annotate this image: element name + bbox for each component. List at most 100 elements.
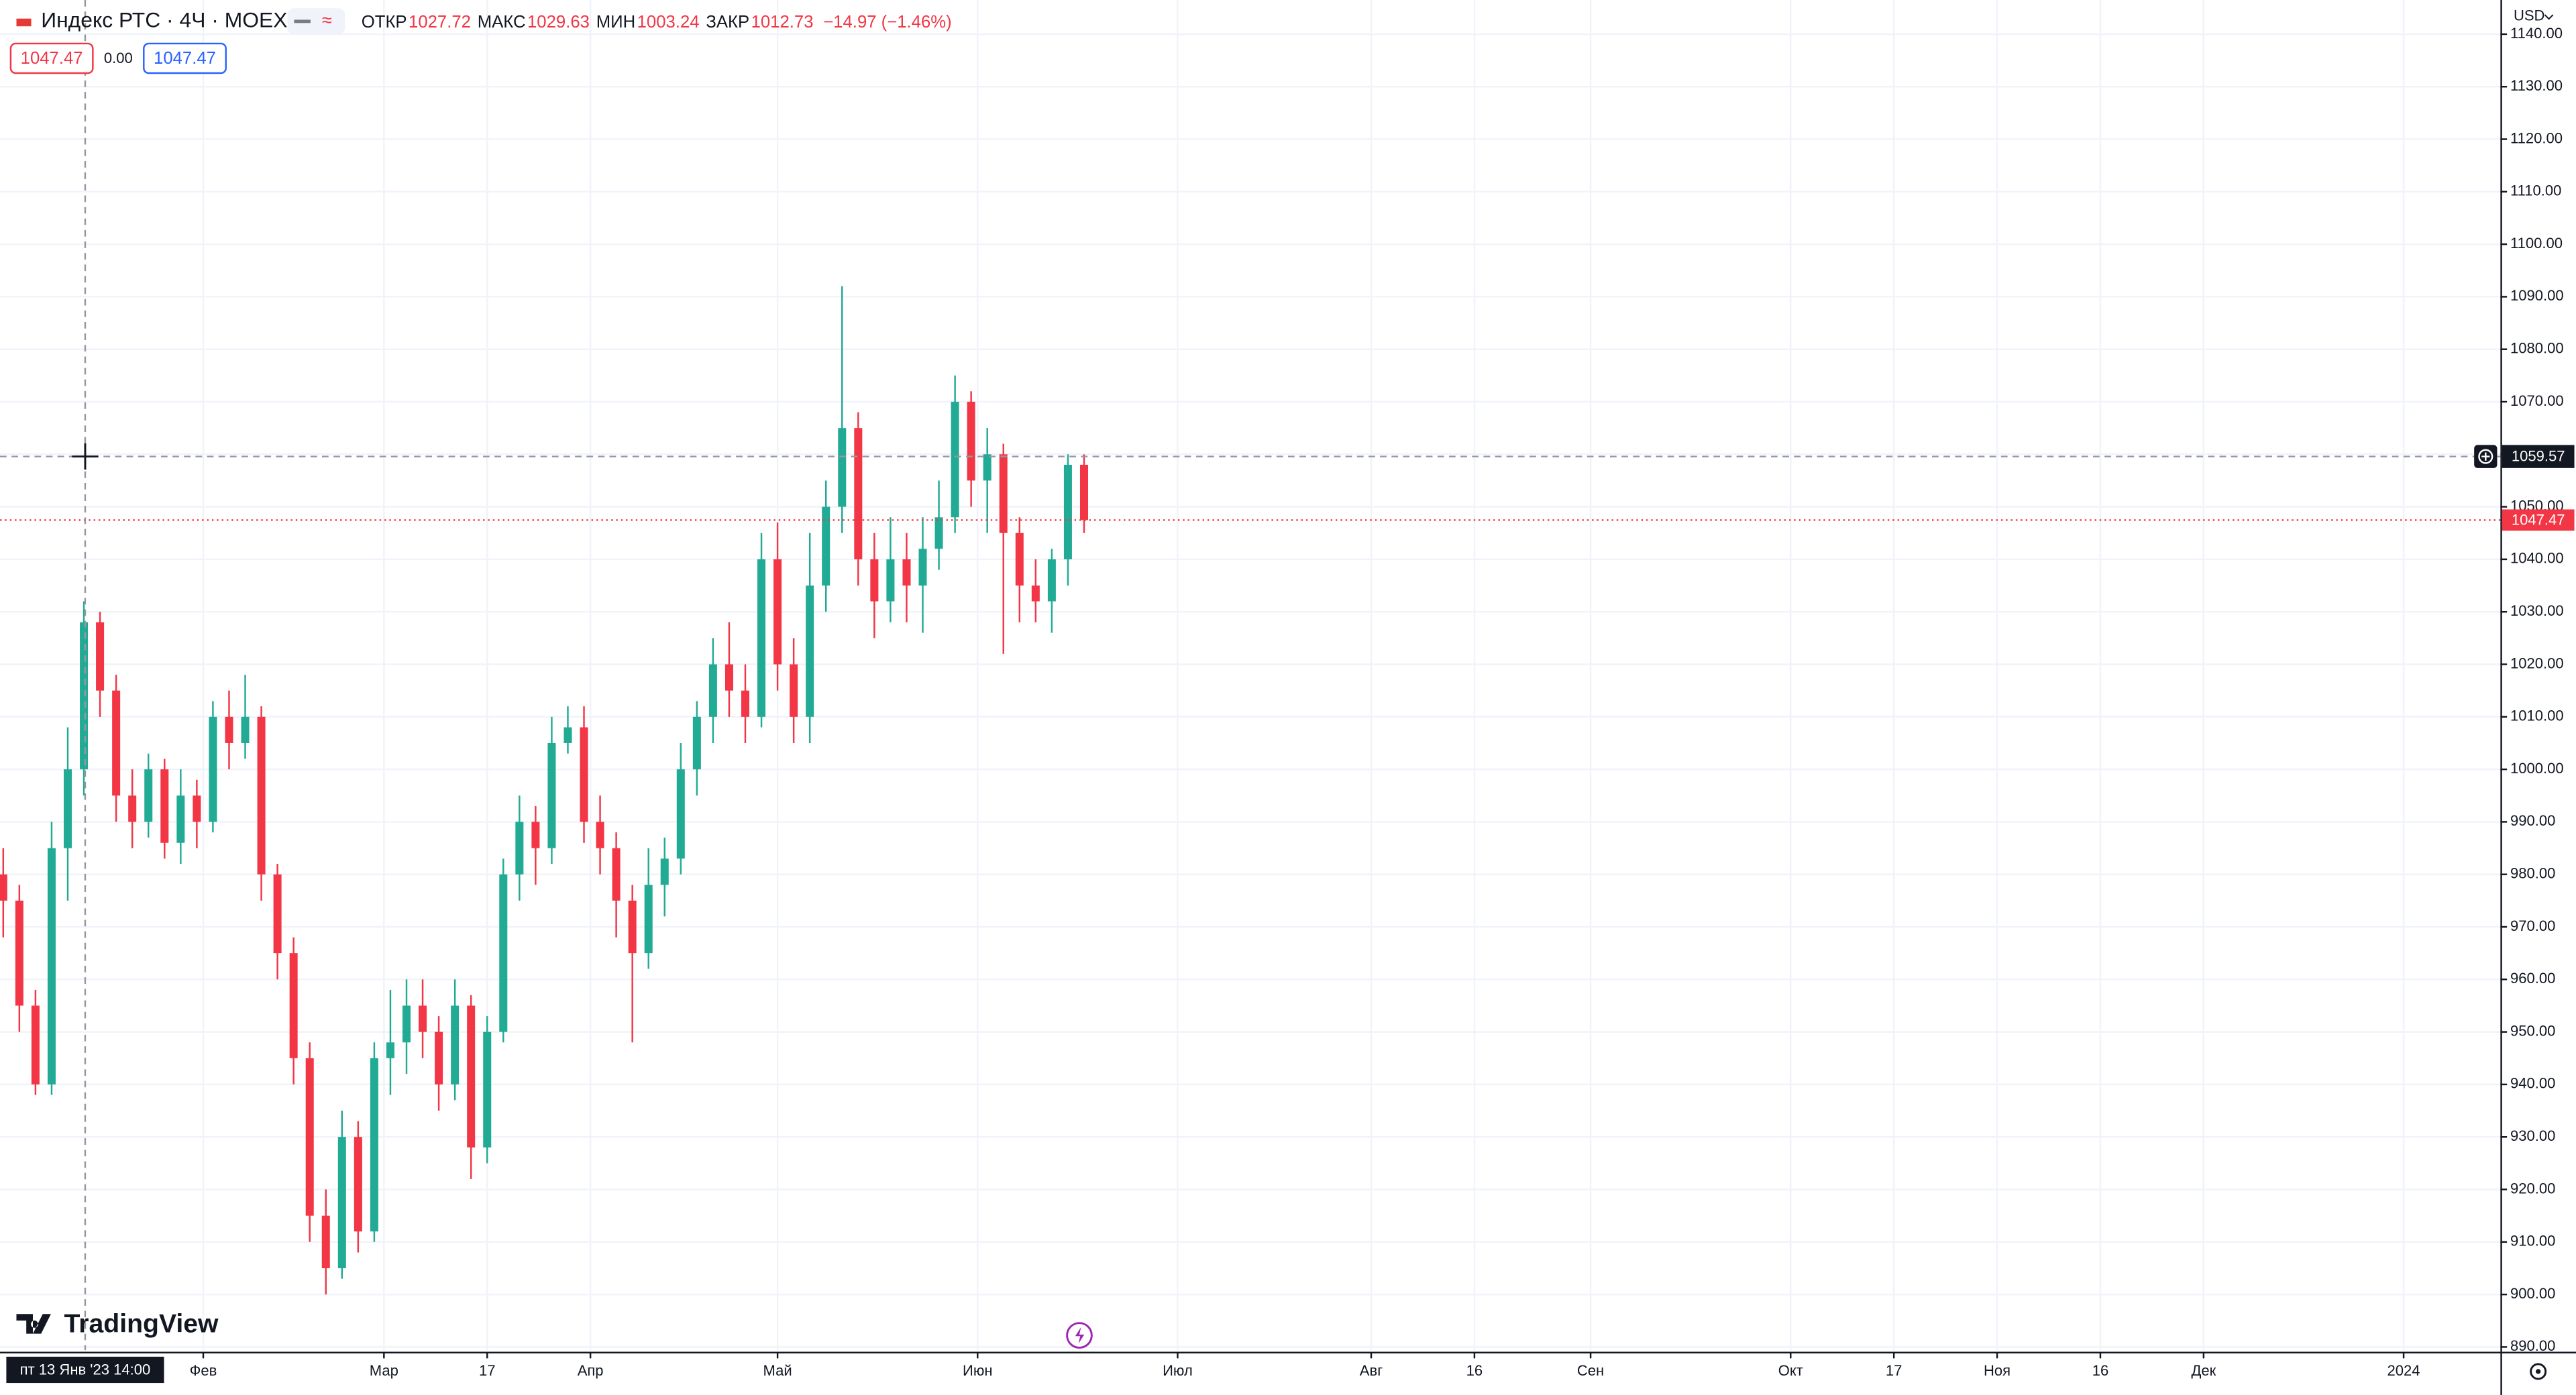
flag-icon bbox=[16, 15, 32, 19]
overlay bbox=[0, 0, 2501, 1351]
candle-body bbox=[773, 559, 782, 665]
legend-change: −14.97 (−1.46%) bbox=[823, 13, 951, 32]
y-tick-label: 890.00 bbox=[2510, 1337, 2555, 1354]
legend-value: 1003.24 bbox=[637, 13, 700, 32]
candle-body bbox=[564, 727, 572, 743]
buy-button[interactable] bbox=[143, 42, 227, 74]
add-alert-icon bbox=[2478, 449, 2493, 464]
y-tick-label: 1080.00 bbox=[2510, 340, 2564, 357]
sell-price: 1047.47 bbox=[21, 49, 83, 68]
candles bbox=[0, 286, 1088, 1295]
crosshair-cursor bbox=[72, 443, 99, 470]
y-tick-label: 1110.00 bbox=[2510, 182, 2561, 199]
x-tick-label: Июн bbox=[963, 1362, 993, 1379]
candle-body bbox=[612, 848, 621, 901]
y-tick-label: 1090.00 bbox=[2510, 287, 2564, 304]
y-tick-label: 920.00 bbox=[2510, 1180, 2555, 1196]
symbol-title: Индекс РТС · 4Ч · MOEX bbox=[41, 7, 287, 32]
candle-body bbox=[225, 716, 233, 743]
candle-body bbox=[15, 900, 23, 1006]
spread: 0.00 bbox=[104, 50, 133, 66]
candle-body bbox=[241, 716, 250, 743]
currency-button[interactable]: USD bbox=[2514, 7, 2545, 23]
y-tick-label: 1120.00 bbox=[2510, 129, 2563, 146]
candle-body bbox=[870, 559, 879, 602]
y-tick-label: 1030.00 bbox=[2510, 602, 2564, 619]
candle-body bbox=[112, 690, 121, 796]
logo-text: TradingView bbox=[64, 1310, 219, 1339]
candle-body bbox=[660, 858, 669, 885]
x-tick-label: Сен bbox=[1577, 1362, 1604, 1379]
candle-body bbox=[80, 622, 89, 770]
y-tick-label: 1040.00 bbox=[2510, 550, 2564, 567]
legend-label: ОТКР bbox=[362, 13, 407, 32]
legend-value: 1012.73 bbox=[751, 13, 814, 32]
candle-body bbox=[321, 1215, 330, 1268]
candle-body bbox=[386, 1042, 394, 1058]
candle-body bbox=[999, 454, 1008, 533]
candle-body bbox=[47, 848, 56, 1084]
legend: ОТКР 1027.72 МАКС 1029.63 МИН 1003.24 ЗАКР 1012… bbox=[362, 13, 952, 32]
candle-body bbox=[1015, 533, 1024, 586]
currency-caret bbox=[2544, 14, 2554, 20]
candle-body bbox=[692, 716, 701, 770]
candle-body bbox=[128, 795, 137, 822]
x-tick-label: 17 bbox=[479, 1362, 496, 1379]
y-tick-label: 1010.00 bbox=[2510, 708, 2564, 724]
x-tick-label: 17 bbox=[1886, 1362, 1902, 1379]
candle-body bbox=[547, 742, 556, 848]
x-tick-label: Авг bbox=[1360, 1362, 1383, 1379]
candle-body bbox=[144, 769, 153, 822]
x-tick-label: 16 bbox=[2092, 1362, 2109, 1379]
legend-label: ЗАКР bbox=[706, 13, 749, 32]
last-price-label: 1047.47 bbox=[2512, 511, 2565, 528]
toggle-icon bbox=[294, 19, 311, 23]
y-tick-label: 1130.00 bbox=[2510, 77, 2563, 94]
logo-icon bbox=[16, 1314, 51, 1334]
y-tick-label: 940.00 bbox=[2510, 1075, 2555, 1092]
toggle-icon: ≈ bbox=[322, 10, 332, 30]
x-tick-label: Ноя bbox=[1984, 1362, 2010, 1379]
y-tick-label: 910.00 bbox=[2510, 1233, 2555, 1249]
candle-body bbox=[967, 402, 975, 481]
candle-body bbox=[483, 1031, 492, 1148]
candle-body bbox=[983, 454, 991, 481]
candle-body bbox=[708, 664, 717, 717]
candle-body bbox=[515, 822, 524, 875]
candle-body bbox=[209, 716, 217, 822]
y-tick-label: 990.00 bbox=[2510, 812, 2555, 829]
candle-body bbox=[435, 1031, 443, 1084]
candle-body bbox=[838, 428, 847, 507]
y-tick-label: 930.00 bbox=[2510, 1127, 2555, 1144]
x-tick-label: Окт bbox=[1778, 1362, 1803, 1379]
toggle-button[interactable] bbox=[287, 8, 345, 35]
candle-body bbox=[451, 1005, 460, 1084]
x-tick-label: Май bbox=[763, 1362, 792, 1379]
candle-body bbox=[1031, 585, 1040, 602]
x-tick-label: Мар bbox=[370, 1362, 398, 1379]
candle-body bbox=[822, 506, 830, 586]
candle-body bbox=[289, 953, 298, 1058]
candle-body bbox=[757, 559, 766, 717]
candle-body bbox=[467, 1005, 476, 1148]
settings-button[interactable] bbox=[2530, 1363, 2547, 1380]
candle-body bbox=[596, 822, 604, 848]
candle-body bbox=[176, 795, 185, 843]
candle-body bbox=[402, 1005, 411, 1043]
candle-body bbox=[370, 1058, 378, 1232]
candle-body bbox=[886, 559, 895, 602]
last-price-box bbox=[2502, 509, 2575, 531]
add-alert-icon bbox=[2481, 452, 2490, 461]
sell-button[interactable] bbox=[9, 42, 94, 74]
candle-body bbox=[1079, 464, 1088, 520]
candle-body bbox=[499, 874, 508, 1032]
y-tick-label: 950.00 bbox=[2510, 1022, 2555, 1039]
y-tick-label: 1070.00 bbox=[2510, 392, 2564, 409]
candle-body bbox=[63, 769, 72, 848]
candle-body bbox=[854, 428, 863, 559]
candle-body bbox=[918, 549, 927, 586]
candle-body bbox=[644, 885, 653, 954]
